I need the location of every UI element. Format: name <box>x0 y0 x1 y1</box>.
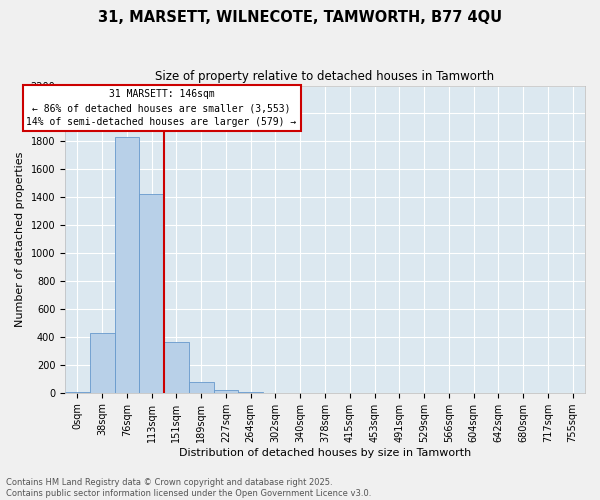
Bar <box>139 194 164 392</box>
Text: 31 MARSETT: 146sqm
← 86% of detached houses are smaller (3,553)
14% of semi-deta: 31 MARSETT: 146sqm ← 86% of detached hou… <box>26 89 297 127</box>
X-axis label: Distribution of detached houses by size in Tamworth: Distribution of detached houses by size … <box>179 448 471 458</box>
Bar <box>189 382 214 392</box>
Y-axis label: Number of detached properties: Number of detached properties <box>15 152 25 327</box>
Bar <box>164 342 189 392</box>
Title: Size of property relative to detached houses in Tamworth: Size of property relative to detached ho… <box>155 70 494 83</box>
Bar <box>90 332 115 392</box>
Text: Contains HM Land Registry data © Crown copyright and database right 2025.
Contai: Contains HM Land Registry data © Crown c… <box>6 478 371 498</box>
Bar <box>115 137 139 392</box>
Bar <box>214 390 238 392</box>
Text: 31, MARSETT, WILNECOTE, TAMWORTH, B77 4QU: 31, MARSETT, WILNECOTE, TAMWORTH, B77 4Q… <box>98 10 502 25</box>
